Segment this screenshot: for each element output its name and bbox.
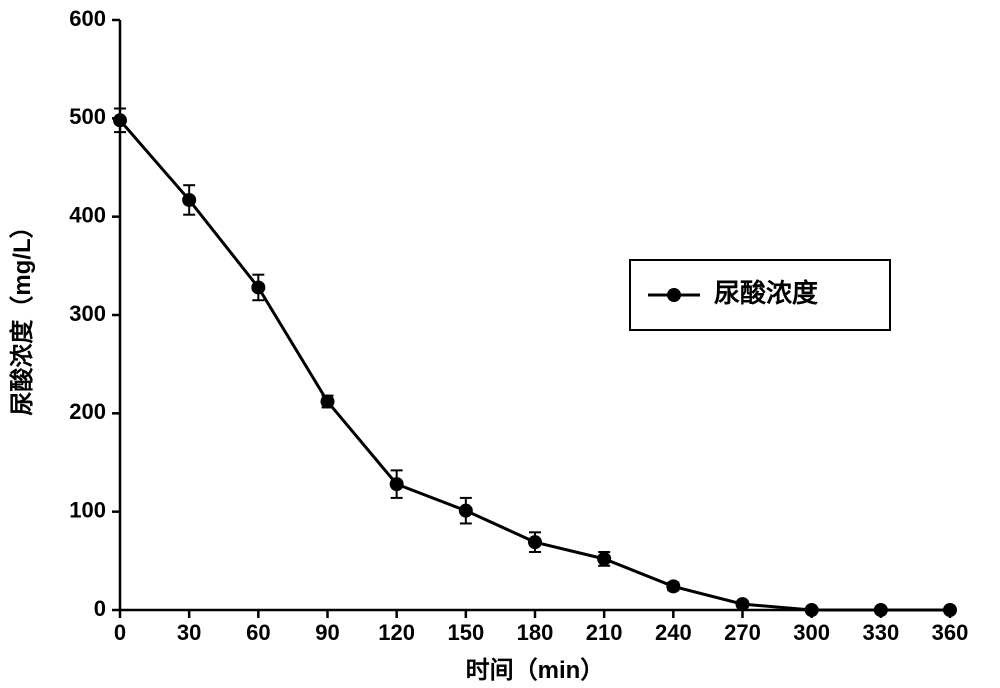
y-tick-label: 100: [69, 497, 106, 522]
x-axis-label: 时间（min）: [466, 657, 605, 684]
x-tick-label: 330: [862, 620, 899, 645]
y-tick-label: 0: [94, 596, 106, 621]
y-tick-label: 600: [69, 6, 106, 31]
y-tick-label: 500: [69, 104, 106, 129]
x-tick-label: 0: [114, 620, 126, 645]
y-tick-label: 400: [69, 202, 106, 227]
series-marker: [459, 504, 473, 518]
series-marker: [805, 603, 819, 617]
x-tick-label: 60: [246, 620, 270, 645]
legend-marker: [667, 288, 681, 302]
series-marker: [597, 552, 611, 566]
x-tick-label: 120: [378, 620, 415, 645]
x-tick-label: 270: [724, 620, 761, 645]
series-marker: [736, 597, 750, 611]
chart-container: 0 100 200 300 400 500 600 0 30 60 90 120 150 180 210 24…: [0, 0, 1000, 688]
series-marker: [390, 477, 404, 491]
x-tick-label: 90: [315, 620, 339, 645]
x-tick-label: 30: [177, 620, 201, 645]
series-marker: [528, 535, 542, 549]
y-tick-label: 300: [69, 301, 106, 326]
x-tick-label: 150: [447, 620, 484, 645]
x-tick-label: 180: [517, 620, 554, 645]
series-marker: [251, 280, 265, 294]
series-marker: [943, 603, 957, 617]
series-marker: [113, 113, 127, 127]
legend-label: 尿酸浓度: [714, 278, 818, 308]
x-tick-label: 210: [586, 620, 623, 645]
x-tick-label: 360: [932, 620, 969, 645]
line-chart: 0 100 200 300 400 500 600 0 30 60 90 120 150 180 210 24…: [0, 0, 1000, 688]
y-axis-label: 尿酸浓度（mg/L）: [8, 214, 36, 415]
series-marker: [182, 193, 196, 207]
series-marker: [321, 395, 335, 409]
x-tick-label: 240: [655, 620, 692, 645]
series-marker: [874, 603, 888, 617]
y-tick-label: 200: [69, 399, 106, 424]
series-marker: [666, 579, 680, 593]
x-tick-label: 300: [793, 620, 830, 645]
chart-bg: [0, 0, 1000, 688]
